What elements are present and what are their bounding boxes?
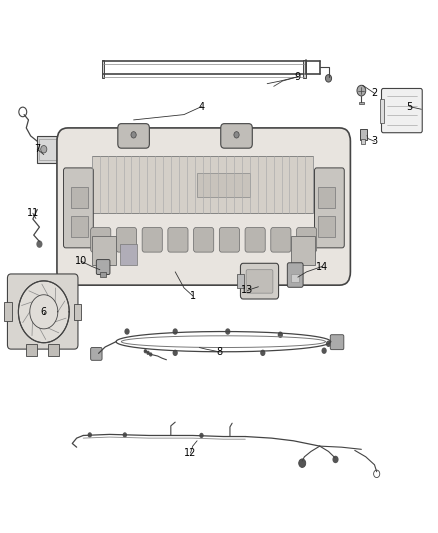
Bar — [48, 344, 59, 356]
Circle shape — [149, 352, 152, 357]
Text: 5: 5 — [406, 102, 413, 111]
Bar — [318, 216, 335, 237]
Bar — [37, 136, 69, 163]
FancyBboxPatch shape — [314, 168, 344, 248]
Bar — [71, 187, 88, 208]
Circle shape — [278, 332, 283, 338]
Bar — [360, 129, 367, 140]
Text: 8: 8 — [216, 347, 222, 357]
Bar — [39, 139, 67, 160]
Bar — [4, 302, 12, 321]
Text: 9: 9 — [295, 72, 301, 82]
Text: 13: 13 — [241, 286, 254, 295]
Circle shape — [332, 456, 339, 463]
FancyBboxPatch shape — [168, 228, 188, 252]
Circle shape — [18, 281, 69, 343]
Circle shape — [321, 348, 327, 354]
Circle shape — [357, 85, 366, 96]
Circle shape — [325, 75, 332, 82]
Circle shape — [88, 432, 92, 438]
FancyBboxPatch shape — [287, 263, 303, 287]
Bar — [26, 344, 37, 356]
FancyBboxPatch shape — [381, 88, 422, 133]
Circle shape — [234, 132, 239, 138]
Circle shape — [173, 328, 178, 335]
Circle shape — [144, 349, 147, 353]
FancyBboxPatch shape — [57, 128, 350, 285]
Text: 12: 12 — [184, 448, 197, 458]
Bar — [318, 187, 335, 208]
FancyBboxPatch shape — [194, 228, 214, 252]
FancyBboxPatch shape — [96, 260, 110, 274]
Text: 14: 14 — [316, 262, 328, 271]
Bar — [100, 272, 106, 277]
Circle shape — [124, 328, 130, 335]
Bar — [102, 60, 104, 78]
Bar — [291, 274, 299, 282]
FancyBboxPatch shape — [330, 335, 344, 350]
Bar — [359, 102, 364, 104]
Text: 7: 7 — [34, 144, 40, 154]
Circle shape — [36, 240, 42, 248]
Circle shape — [225, 328, 230, 335]
FancyBboxPatch shape — [221, 124, 252, 148]
Circle shape — [131, 132, 136, 138]
Bar — [92, 236, 116, 265]
FancyBboxPatch shape — [142, 228, 162, 252]
Bar — [291, 236, 315, 265]
Text: 6: 6 — [41, 307, 47, 317]
Bar — [380, 99, 384, 123]
FancyBboxPatch shape — [91, 228, 111, 252]
Bar — [197, 173, 250, 197]
Text: 3: 3 — [371, 136, 378, 146]
FancyBboxPatch shape — [117, 228, 137, 252]
Text: 1: 1 — [190, 291, 196, 301]
Circle shape — [123, 432, 127, 438]
Text: 11: 11 — [27, 208, 39, 218]
FancyBboxPatch shape — [118, 124, 149, 148]
FancyBboxPatch shape — [91, 348, 102, 360]
Text: 2: 2 — [371, 88, 378, 98]
Bar — [71, 216, 88, 237]
Circle shape — [299, 459, 306, 467]
FancyBboxPatch shape — [240, 263, 279, 299]
FancyBboxPatch shape — [219, 228, 240, 252]
Bar — [120, 244, 137, 265]
Bar — [74, 304, 81, 320]
Circle shape — [173, 350, 178, 356]
FancyBboxPatch shape — [64, 168, 93, 248]
FancyBboxPatch shape — [297, 228, 317, 252]
Bar — [92, 156, 313, 213]
Circle shape — [199, 433, 204, 438]
Circle shape — [41, 146, 47, 153]
Circle shape — [326, 341, 331, 347]
FancyBboxPatch shape — [246, 270, 273, 293]
FancyBboxPatch shape — [271, 228, 291, 252]
Text: 4: 4 — [198, 102, 205, 111]
Text: 10: 10 — [75, 256, 87, 266]
FancyBboxPatch shape — [245, 228, 265, 252]
Circle shape — [146, 351, 150, 355]
Bar — [361, 139, 365, 144]
Bar — [237, 274, 244, 288]
Circle shape — [260, 350, 265, 356]
Bar — [303, 60, 306, 78]
FancyBboxPatch shape — [7, 274, 78, 349]
